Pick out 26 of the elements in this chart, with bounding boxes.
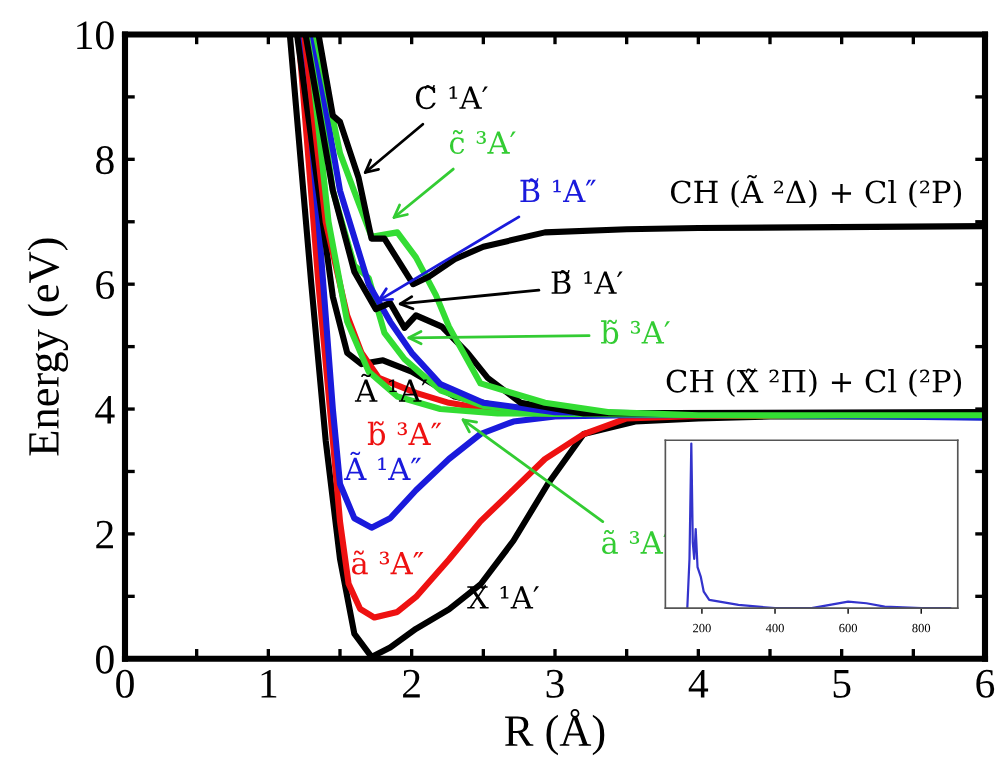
x-axis-title: R (Å) — [505, 709, 605, 756]
annotation: C̃ ¹A′ — [415, 84, 488, 110]
annotation: b̃ ³A″ — [367, 421, 442, 446]
annotation: B̃ ¹A″ — [520, 178, 596, 203]
x-tick-label: 6 — [976, 669, 995, 698]
annotation: CH (X̃ ²Π) + Cl (²P) — [666, 368, 962, 398]
y-tick-label: 8 — [96, 146, 114, 175]
x-tick-label: 2 — [403, 669, 420, 698]
y-tick-label: 0 — [96, 645, 114, 674]
annotation: Ã ¹A″ — [344, 451, 422, 480]
x-tick-label: 3 — [546, 669, 564, 698]
annotation: B̃ ¹A′ — [551, 270, 623, 294]
annotation: CH (Ã ²Δ) + Cl (²P) — [671, 175, 962, 208]
annotation: c̃ ³A′ — [449, 129, 516, 155]
x-tick-label: 4 — [688, 669, 709, 698]
x-tick-label: 1 — [261, 669, 277, 698]
y-tick-label: 10 — [77, 21, 114, 50]
annotation: ã ³A″ — [351, 550, 424, 575]
y-tick-label: 6 — [96, 271, 115, 300]
y-tick-label: 4 — [95, 396, 115, 424]
annotation: b̃ ³A′ — [601, 319, 670, 344]
annotation: Ã ¹A′ — [354, 373, 428, 402]
x-tick-label: 0 — [116, 669, 134, 698]
x-tick-label: 5 — [833, 670, 851, 698]
y-tick-label: 2 — [96, 520, 113, 549]
y-axis-title: Energy (eV) — [27, 238, 69, 456]
